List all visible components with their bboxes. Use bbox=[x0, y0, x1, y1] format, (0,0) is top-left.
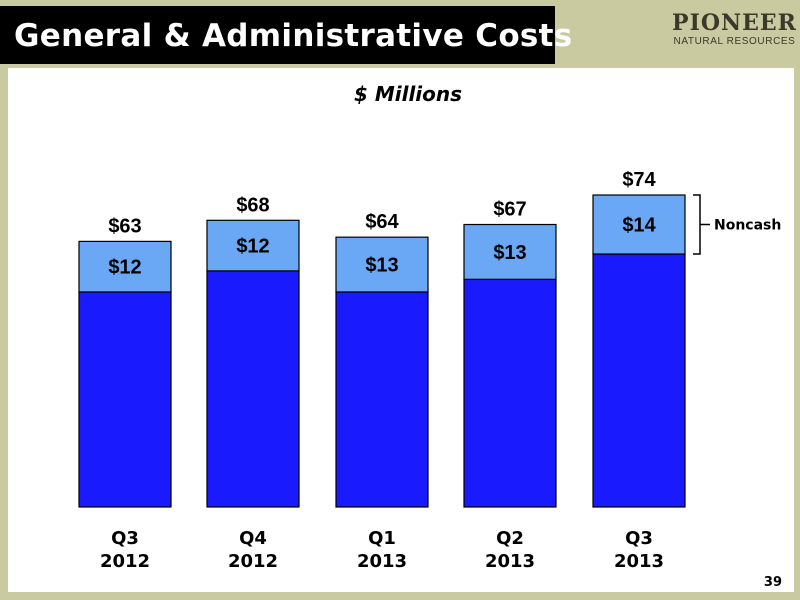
stacked-bar-chart: $ Millions$12$63Q32012$12$68Q42012$13$64… bbox=[78, 82, 781, 572]
x-tick-label-quarter: Q4 bbox=[239, 528, 267, 549]
logo-sub-text: NATURAL RESOURCES bbox=[673, 36, 796, 47]
logo-main-text: PIONEER bbox=[672, 10, 797, 36]
total-value-label: $64 bbox=[365, 211, 399, 233]
page-number: 39 bbox=[763, 575, 782, 590]
noncash-value-label: $13 bbox=[365, 255, 398, 277]
bar-noncash bbox=[206, 219, 300, 272]
x-tick-label-year: 2012 bbox=[100, 551, 150, 572]
total-value-label: $74 bbox=[622, 169, 656, 191]
x-tick-label-quarter: Q1 bbox=[368, 528, 396, 549]
x-tick-label-quarter: Q2 bbox=[496, 528, 524, 549]
bar-noncash bbox=[78, 240, 172, 293]
bar-noncash bbox=[592, 194, 686, 255]
legend-bracket bbox=[693, 194, 710, 255]
chart-panel: $ Millions $12 $63 Q3 2012 $12 $68 Q4 2012 $13 $64… bbox=[8, 68, 794, 592]
x-tick-label-year: 2012 bbox=[228, 551, 278, 572]
total-value-label: $63 bbox=[108, 215, 141, 237]
bar-noncash bbox=[335, 236, 429, 293]
noncash-value-label: $14 bbox=[622, 215, 656, 237]
bar-cash bbox=[78, 291, 172, 508]
bar-cash bbox=[206, 270, 300, 508]
x-tick-label-year: 2013 bbox=[485, 551, 535, 572]
x-tick-label-quarter: Q3 bbox=[625, 528, 653, 549]
total-value-label: $68 bbox=[236, 194, 269, 216]
slide-title: General & Administrative Costs bbox=[14, 18, 573, 54]
chart-title: $ Millions bbox=[354, 82, 462, 106]
title-bar: General & Administrative Costs bbox=[0, 6, 572, 64]
x-tick-label-quarter: Q3 bbox=[111, 528, 139, 549]
noncash-value-label: $13 bbox=[493, 242, 526, 264]
x-tick-label-year: 2013 bbox=[614, 551, 664, 572]
bar-cash bbox=[592, 253, 686, 508]
bar-noncash bbox=[463, 223, 557, 280]
noncash-value-label: $12 bbox=[108, 257, 141, 279]
total-value-label: $67 bbox=[493, 199, 526, 221]
bar-cash bbox=[335, 291, 429, 508]
legend-label-noncash: Noncash bbox=[714, 218, 781, 234]
company-logo: PIONEER NATURAL RESOURCES bbox=[672, 10, 797, 60]
noncash-value-label: $12 bbox=[236, 236, 269, 258]
x-tick-label-year: 2013 bbox=[357, 551, 407, 572]
bar-cash bbox=[463, 278, 557, 508]
